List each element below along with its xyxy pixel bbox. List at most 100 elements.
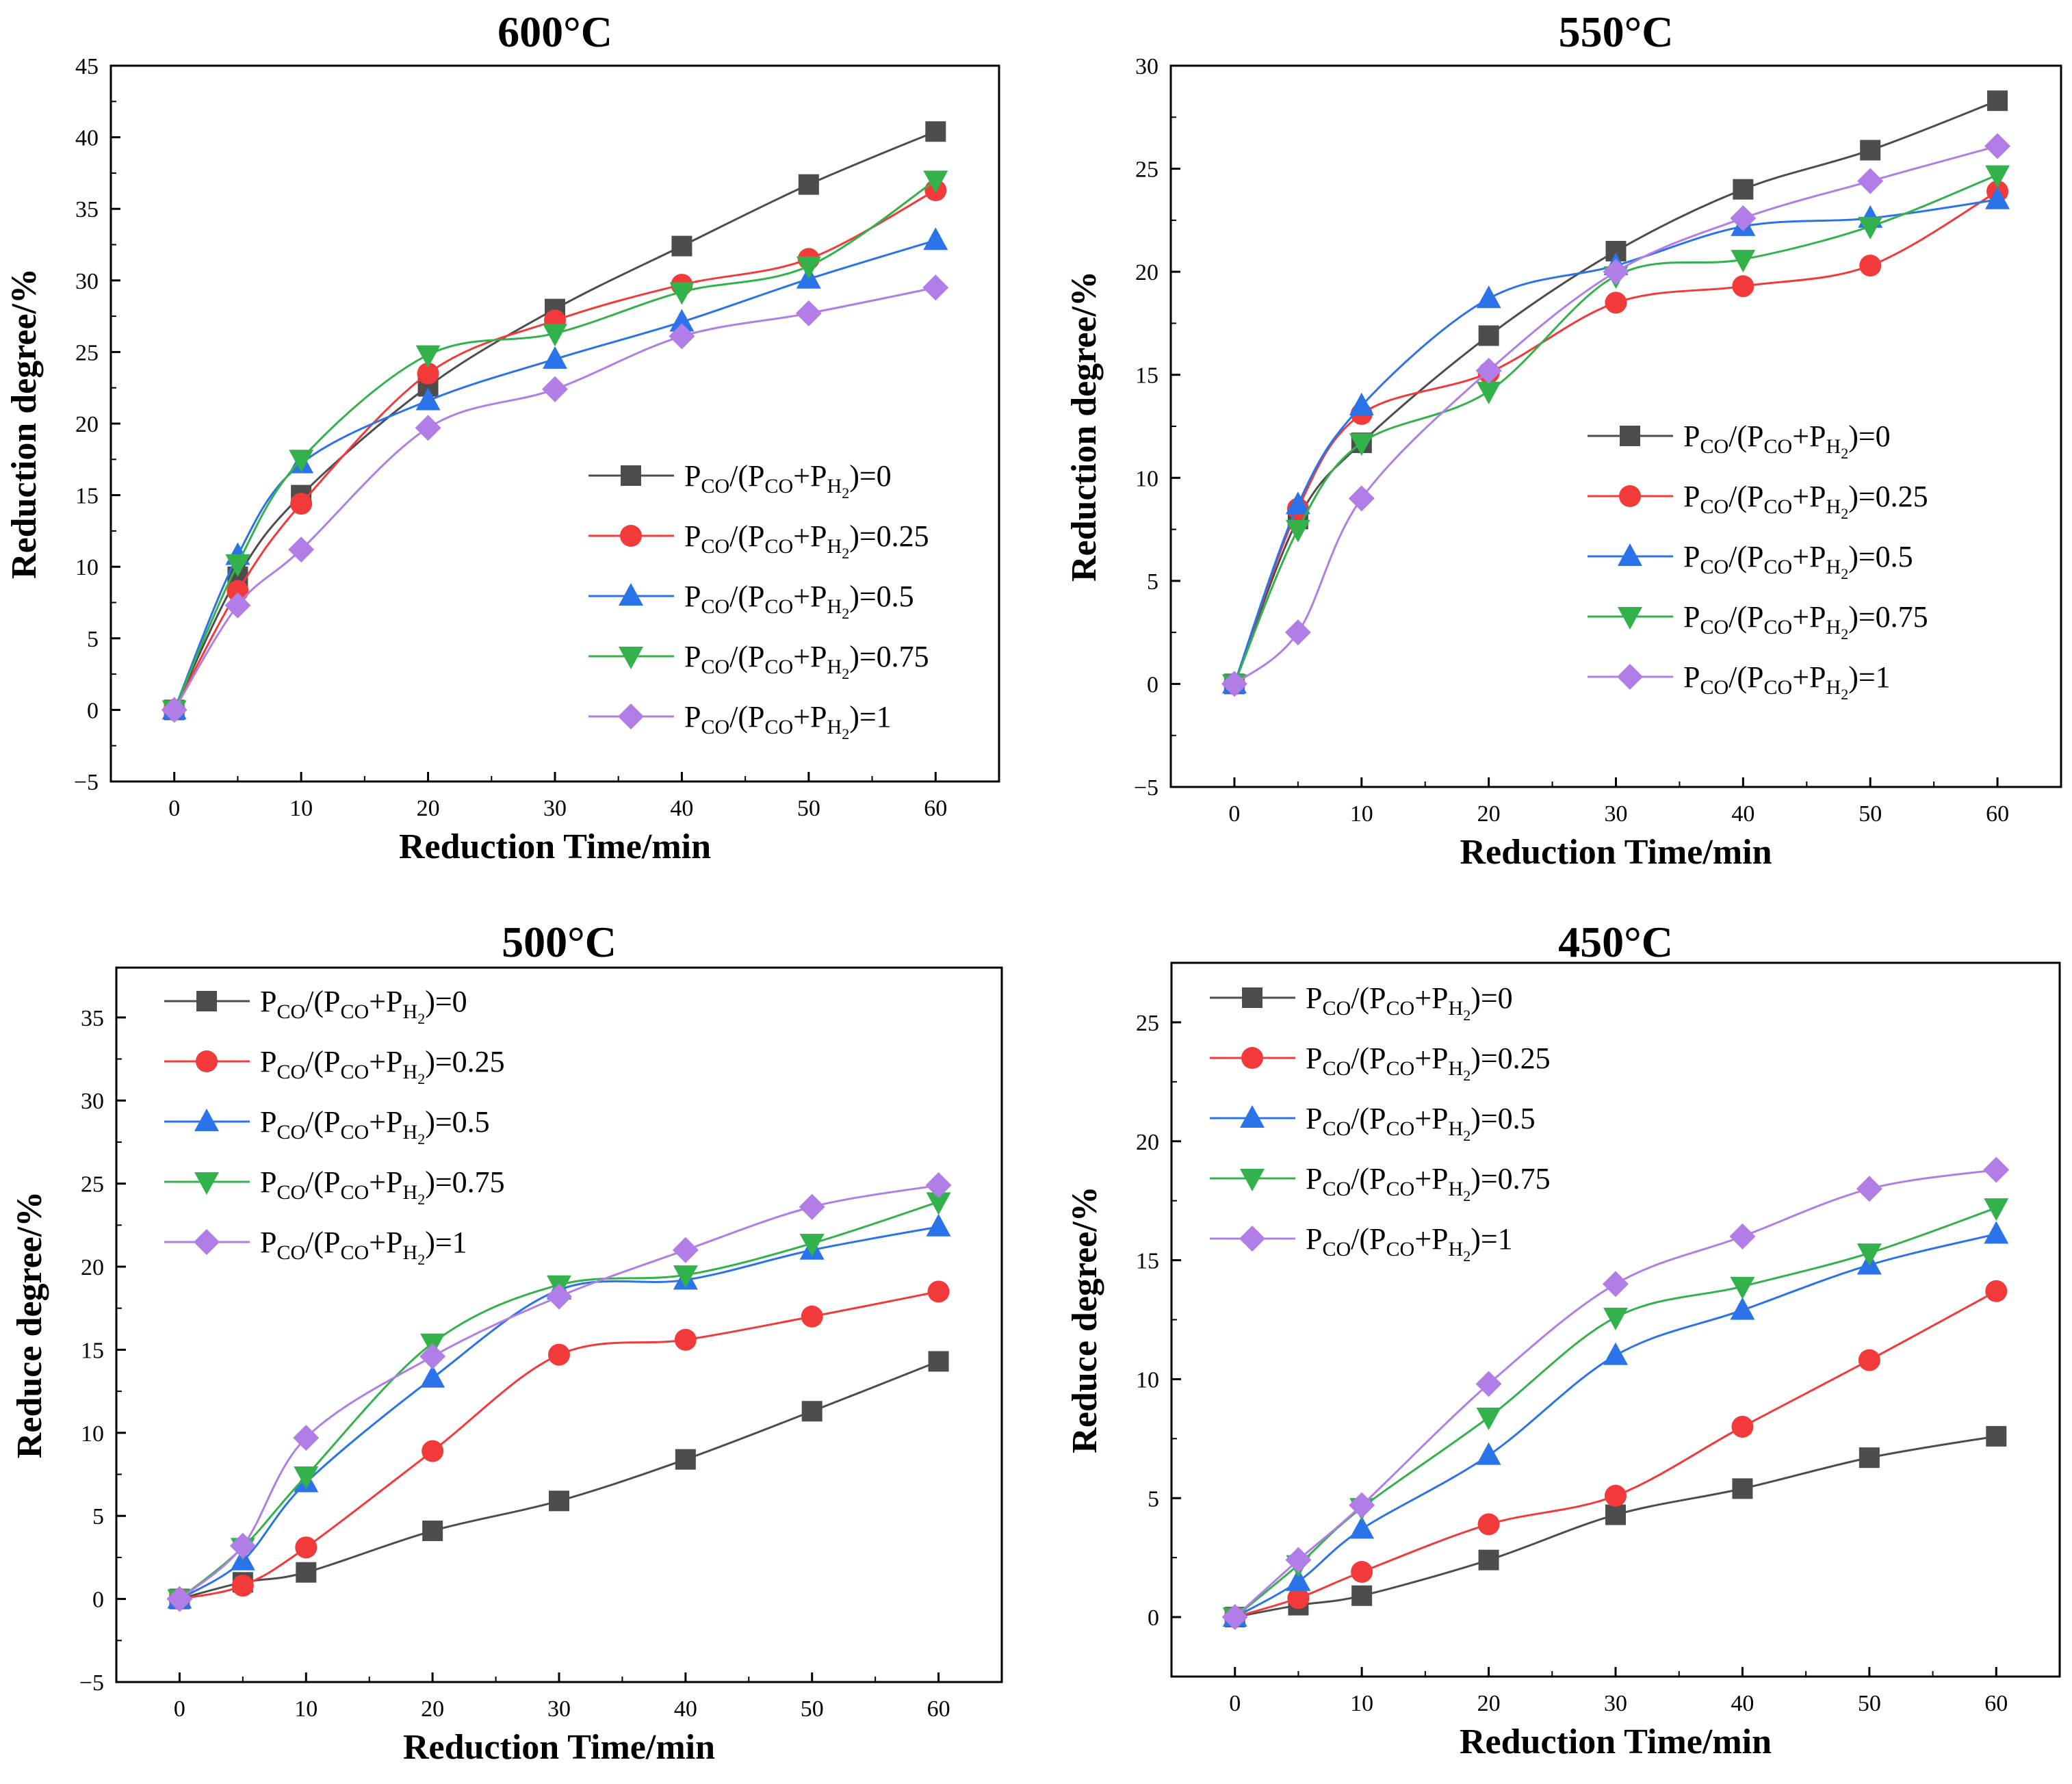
data-point bbox=[543, 324, 567, 347]
legend-label-part: P bbox=[1306, 1102, 1322, 1135]
data-point bbox=[1284, 619, 1311, 646]
legend-label-part: P bbox=[1306, 981, 1322, 1015]
series-line bbox=[179, 1184, 939, 1600]
data-point bbox=[928, 1351, 949, 1372]
legend-label-part: H bbox=[403, 1000, 418, 1023]
data-point bbox=[229, 1532, 256, 1559]
data-point bbox=[1730, 1276, 1755, 1300]
data-point bbox=[1985, 1280, 2008, 1302]
legend-label-part: /(P bbox=[305, 1045, 340, 1078]
series bbox=[167, 1213, 951, 1609]
data-point bbox=[1475, 1371, 1502, 1397]
y-tick-label: 15 bbox=[81, 1338, 104, 1363]
data-point bbox=[422, 1440, 444, 1462]
data-point bbox=[415, 387, 441, 411]
data-point bbox=[295, 1536, 318, 1559]
legend-label-part: /(P bbox=[1351, 1222, 1386, 1256]
legend-marker bbox=[1618, 543, 1642, 566]
legend-label-part: 2 bbox=[1463, 1007, 1471, 1024]
x-tick-label: 20 bbox=[1477, 801, 1501, 827]
data-point bbox=[796, 256, 821, 279]
data-point bbox=[1349, 1516, 1375, 1539]
legend-label-part: 2 bbox=[1841, 686, 1848, 703]
legend-label-part: CO bbox=[701, 716, 729, 738]
legend-label: PCO/(PCO+PH2)=1 bbox=[1306, 1222, 1513, 1265]
y-tick-label: 5 bbox=[1147, 569, 1158, 595]
legend-label-part: /(P bbox=[729, 459, 764, 493]
data-point bbox=[422, 1521, 443, 1542]
legend-label-part: +P bbox=[793, 640, 827, 673]
legend-label-part: /(P bbox=[1351, 1042, 1386, 1075]
legend-label-part: /(P bbox=[305, 1226, 340, 1259]
legend-label: PCO/(PCO+PH2)=0.25 bbox=[1683, 480, 1928, 522]
data-point bbox=[1478, 325, 1499, 346]
x-tick-label: 40 bbox=[670, 796, 693, 821]
data-point bbox=[1348, 485, 1375, 512]
x-tick-label: 60 bbox=[1984, 1691, 2008, 1716]
legend: PCO/(PCO+PH2)=0PCO/(PCO+PH2)=0.25PCO/(PC… bbox=[1210, 981, 1551, 1265]
legend-label: PCO/(PCO+PH2)=0.25 bbox=[1306, 1042, 1551, 1084]
legend-label-part: CO bbox=[1386, 997, 1415, 1020]
x-tick-label: 30 bbox=[547, 1696, 571, 1722]
legend-marker bbox=[618, 703, 644, 729]
data-point bbox=[546, 1283, 572, 1310]
legend-marker bbox=[620, 525, 642, 547]
data-point bbox=[798, 174, 819, 195]
legend-label-part: CO bbox=[341, 1061, 370, 1083]
data-point bbox=[669, 309, 695, 332]
legend-marker bbox=[1240, 1105, 1265, 1128]
legend-label-part: )=0 bbox=[1471, 981, 1512, 1015]
plot-frame bbox=[109, 64, 1000, 783]
y-tick-label: 20 bbox=[75, 412, 99, 437]
data-point bbox=[1285, 519, 1310, 543]
legend-label-part: +P bbox=[793, 700, 827, 734]
legend-label-part: H bbox=[403, 1241, 418, 1264]
legend-label-part: CO bbox=[701, 595, 729, 618]
data-point bbox=[419, 1343, 446, 1370]
legend-label-part: )=0.75 bbox=[1848, 600, 1928, 634]
legend-label-part: /(P bbox=[1728, 419, 1763, 453]
legend-label-part: )=0 bbox=[849, 459, 891, 493]
legend-label-part: P bbox=[260, 1105, 276, 1139]
legend-label-part: /(P bbox=[729, 640, 764, 673]
data-point bbox=[926, 1213, 951, 1237]
legend-label-part: CO bbox=[1386, 1117, 1415, 1140]
data-point bbox=[671, 235, 692, 257]
legend-label-part: +P bbox=[369, 1165, 402, 1199]
legend-label-part: +P bbox=[1414, 1222, 1448, 1256]
data-point bbox=[801, 1305, 823, 1328]
legend-label-part: 2 bbox=[417, 1251, 425, 1268]
legend-label-part: H bbox=[827, 656, 842, 678]
series-line bbox=[179, 1290, 939, 1601]
legend-marker bbox=[196, 1050, 218, 1072]
x-tick-label: 10 bbox=[289, 796, 313, 821]
legend-label-part: 2 bbox=[417, 1010, 425, 1027]
legend-label-part: CO bbox=[1322, 997, 1351, 1020]
legend-label-part: H bbox=[403, 1061, 418, 1083]
data-point bbox=[1858, 216, 1883, 240]
legend-label-part: +P bbox=[793, 519, 827, 553]
legend-label-part: P bbox=[1306, 1042, 1322, 1075]
legend-marker bbox=[1242, 987, 1262, 1008]
series-line bbox=[179, 1360, 940, 1601]
y-axis-label: Reduce degree/% bbox=[10, 1191, 49, 1458]
legend-label-part: H bbox=[403, 1181, 418, 1204]
data-point bbox=[289, 450, 314, 473]
data-point bbox=[926, 1192, 951, 1215]
legend-label-part: +P bbox=[1792, 600, 1826, 634]
legend-label-part: P bbox=[260, 1045, 276, 1078]
x-tick-label: 40 bbox=[674, 1696, 697, 1722]
data-point bbox=[1732, 1478, 1753, 1499]
y-tick-label: 5 bbox=[87, 627, 99, 652]
data-point bbox=[290, 493, 313, 515]
legend-label-part: )=0.75 bbox=[425, 1165, 504, 1199]
y-tick-label: 10 bbox=[75, 555, 99, 580]
legend-label-part: H bbox=[827, 535, 842, 558]
legend-label-part: 2 bbox=[1463, 1067, 1471, 1084]
x-axis-label: Reduction Time/min bbox=[1460, 833, 1772, 872]
series-line bbox=[1234, 1290, 1997, 1618]
legend-label-part: CO bbox=[1322, 1057, 1351, 1080]
legend-marker bbox=[1620, 426, 1640, 446]
data-point bbox=[1984, 1221, 2009, 1244]
